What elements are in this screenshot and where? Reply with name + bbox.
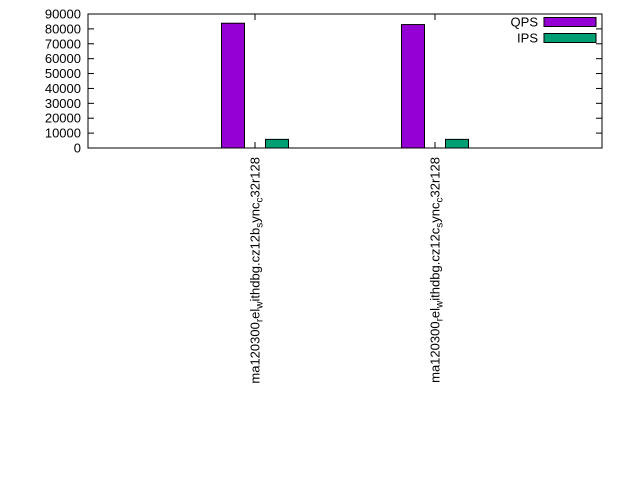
- bar-qps-1: [401, 24, 425, 149]
- x-tick-label: ma120300relwithdbg.cz12bsyncc32r128: [248, 157, 266, 384]
- legend-swatch-qps: [543, 17, 597, 27]
- y-tick-label: 10000: [45, 126, 81, 141]
- legend-label-ips: IPS: [517, 31, 538, 46]
- y-tick-label: 80000: [45, 21, 81, 36]
- y-tick-label: 60000: [45, 51, 81, 66]
- bar-ips-1: [445, 138, 469, 149]
- bar-qps-0: [221, 22, 245, 149]
- legend-swatch-ips: [543, 33, 597, 43]
- y-tick-label: 0: [74, 141, 81, 156]
- x-tick-label: ma120300relwithdbg.cz12csyncc32r128: [428, 157, 446, 383]
- plot-border: [87, 13, 603, 149]
- y-tick-label: 70000: [45, 36, 81, 51]
- legend-label-qps: QPS: [511, 15, 539, 30]
- bar-ips-0: [265, 138, 289, 149]
- y-tick-label: 20000: [45, 111, 81, 126]
- y-tick-label: 30000: [45, 96, 81, 111]
- y-tick-label: 90000: [45, 7, 81, 22]
- y-tick-label: 50000: [45, 66, 81, 81]
- y-tick-label: 40000: [45, 81, 81, 96]
